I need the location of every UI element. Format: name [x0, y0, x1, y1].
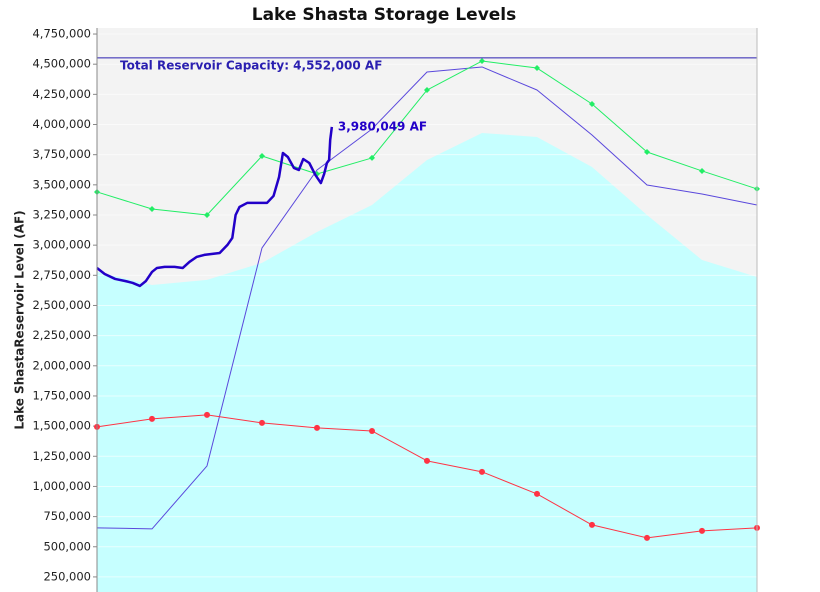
point: [534, 65, 540, 72]
point: [699, 167, 705, 174]
chart-title: Lake Shasta Storage Levels: [252, 5, 517, 25]
line: [96, 66, 758, 530]
reference-label: Total Reservoir Capacity: 4,552,000 AF: [120, 58, 382, 72]
area: [97, 132, 757, 592]
end-label: 3,980,049 AF: [338, 119, 427, 133]
y-tick-label: 2,250,000: [32, 328, 91, 342]
point: [479, 468, 485, 475]
point: [424, 457, 430, 464]
y-tick-label: 3,000,000: [32, 238, 91, 252]
line: [96, 126, 334, 288]
point: [589, 101, 595, 108]
y-tick-label: 2,750,000: [32, 268, 91, 282]
y-tick-label: 2,000,000: [32, 358, 91, 372]
point: [369, 154, 375, 161]
y-tick-label: 2,500,000: [32, 298, 91, 312]
y-tick-label: 4,000,000: [32, 117, 91, 131]
point: [369, 427, 375, 434]
y-tick-label: 4,250,000: [32, 87, 91, 101]
y-tick-label: 1,250,000: [32, 449, 91, 463]
y-tick-label: 3,750,000: [32, 147, 91, 161]
y-tick-label: 1,750,000: [32, 388, 91, 402]
y-tick-label: 4,500,000: [32, 57, 91, 71]
point: [534, 490, 540, 497]
point: [589, 521, 595, 528]
point: [699, 527, 705, 534]
y-tick-label: 3,500,000: [32, 177, 91, 191]
y-tick-label: 1,000,000: [32, 479, 91, 493]
point: [204, 211, 210, 218]
y-tick-label: 500,000: [43, 539, 91, 553]
y-tick-label: 3,250,000: [32, 207, 91, 221]
point: [424, 87, 430, 94]
point: [479, 58, 485, 65]
point: [644, 534, 650, 541]
y-tick-label: 250,000: [43, 569, 91, 583]
y-tick-label: 1,500,000: [32, 419, 91, 433]
point: [644, 149, 650, 156]
point: [204, 411, 210, 418]
point: [149, 415, 155, 422]
point: [259, 153, 265, 160]
y-tick-label: 750,000: [43, 509, 91, 523]
point: [149, 205, 155, 212]
point: [314, 424, 320, 431]
point: [259, 419, 265, 426]
y-axis-label: Lake ShastaReservoir Level (AF): [13, 210, 27, 429]
y-tick-label: 4,750,000: [32, 27, 91, 41]
